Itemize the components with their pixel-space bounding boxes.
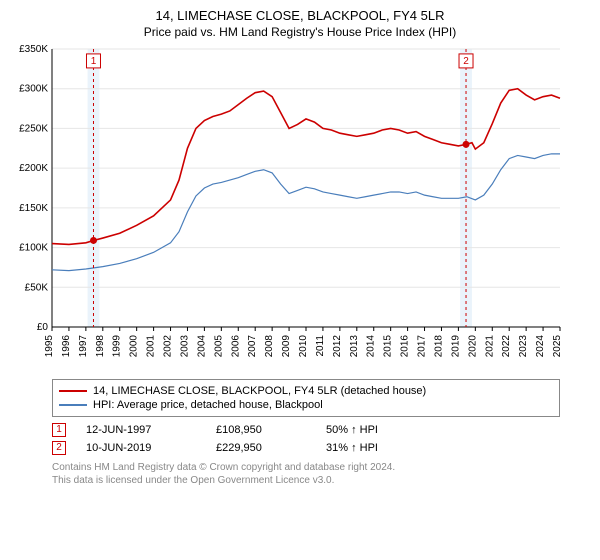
svg-text:2025: 2025 [552,334,563,357]
svg-text:1: 1 [91,56,97,67]
svg-text:2022: 2022 [501,334,512,357]
footer-attribution: Contains HM Land Registry data © Crown c… [52,461,560,487]
chart-subtitle: Price paid vs. HM Land Registry's House … [10,25,590,39]
legend-swatch-series2 [59,404,87,406]
svg-text:2006: 2006 [230,334,241,357]
svg-text:2000: 2000 [129,334,140,357]
svg-text:2013: 2013 [349,334,360,357]
svg-text:£150K: £150K [19,203,48,214]
svg-text:2014: 2014 [366,334,377,357]
svg-text:£200K: £200K [19,163,48,174]
svg-text:2: 2 [463,56,469,67]
svg-text:£300K: £300K [19,84,48,95]
svg-text:2008: 2008 [264,334,275,357]
chart-title: 14, LIMECHASE CLOSE, BLACKPOOL, FY4 5LR [10,8,590,25]
svg-text:£50K: £50K [25,282,49,293]
legend-label-series1: 14, LIMECHASE CLOSE, BLACKPOOL, FY4 5LR … [93,385,426,397]
event-price: £229,950 [216,442,306,454]
svg-text:£350K: £350K [19,45,48,55]
svg-text:2016: 2016 [400,334,411,357]
svg-text:1999: 1999 [112,334,123,357]
svg-text:2019: 2019 [450,334,461,357]
legend: 14, LIMECHASE CLOSE, BLACKPOOL, FY4 5LR … [52,379,560,417]
svg-text:1998: 1998 [95,334,106,357]
svg-text:1996: 1996 [61,334,72,357]
event-price: £108,950 [216,424,306,436]
svg-text:2005: 2005 [213,334,224,357]
event-pct: 50% ↑ HPI [326,424,378,436]
svg-text:2010: 2010 [298,334,309,357]
svg-text:2012: 2012 [332,334,343,357]
svg-text:2018: 2018 [433,334,444,357]
svg-text:2007: 2007 [247,334,258,357]
svg-text:1995: 1995 [44,334,55,357]
svg-text:£250K: £250K [19,123,48,134]
svg-text:2003: 2003 [179,334,190,357]
svg-text:2001: 2001 [146,334,157,357]
legend-swatch-series1 [59,390,87,392]
event-marker: 1 [52,423,66,437]
svg-text:£100K: £100K [19,242,48,253]
svg-text:2009: 2009 [281,334,292,357]
price-chart: £0 £50K £100K £150K £200K £250K £300K £350K 1995… [10,45,570,375]
svg-text:2021: 2021 [484,334,495,357]
event-table: 1 12-JUN-1997 £108,950 50% ↑ HPI 2 10-JUN… [52,421,560,457]
svg-text:2020: 2020 [467,334,478,357]
svg-text:1997: 1997 [78,334,89,357]
svg-text:£0: £0 [37,322,49,333]
event-date: 12-JUN-1997 [86,424,196,436]
event-date: 10-JUN-2019 [86,442,196,454]
svg-text:2024: 2024 [535,334,546,357]
event-pct: 31% ↑ HPI [326,442,378,454]
svg-text:2002: 2002 [163,334,174,357]
svg-text:2004: 2004 [196,334,207,357]
svg-text:2017: 2017 [417,334,428,357]
event-marker: 2 [52,441,66,455]
svg-text:2011: 2011 [315,334,326,356]
legend-label-series2: HPI: Average price, detached house, Blac… [93,399,323,411]
svg-text:2023: 2023 [518,334,529,357]
svg-text:2015: 2015 [383,334,394,357]
